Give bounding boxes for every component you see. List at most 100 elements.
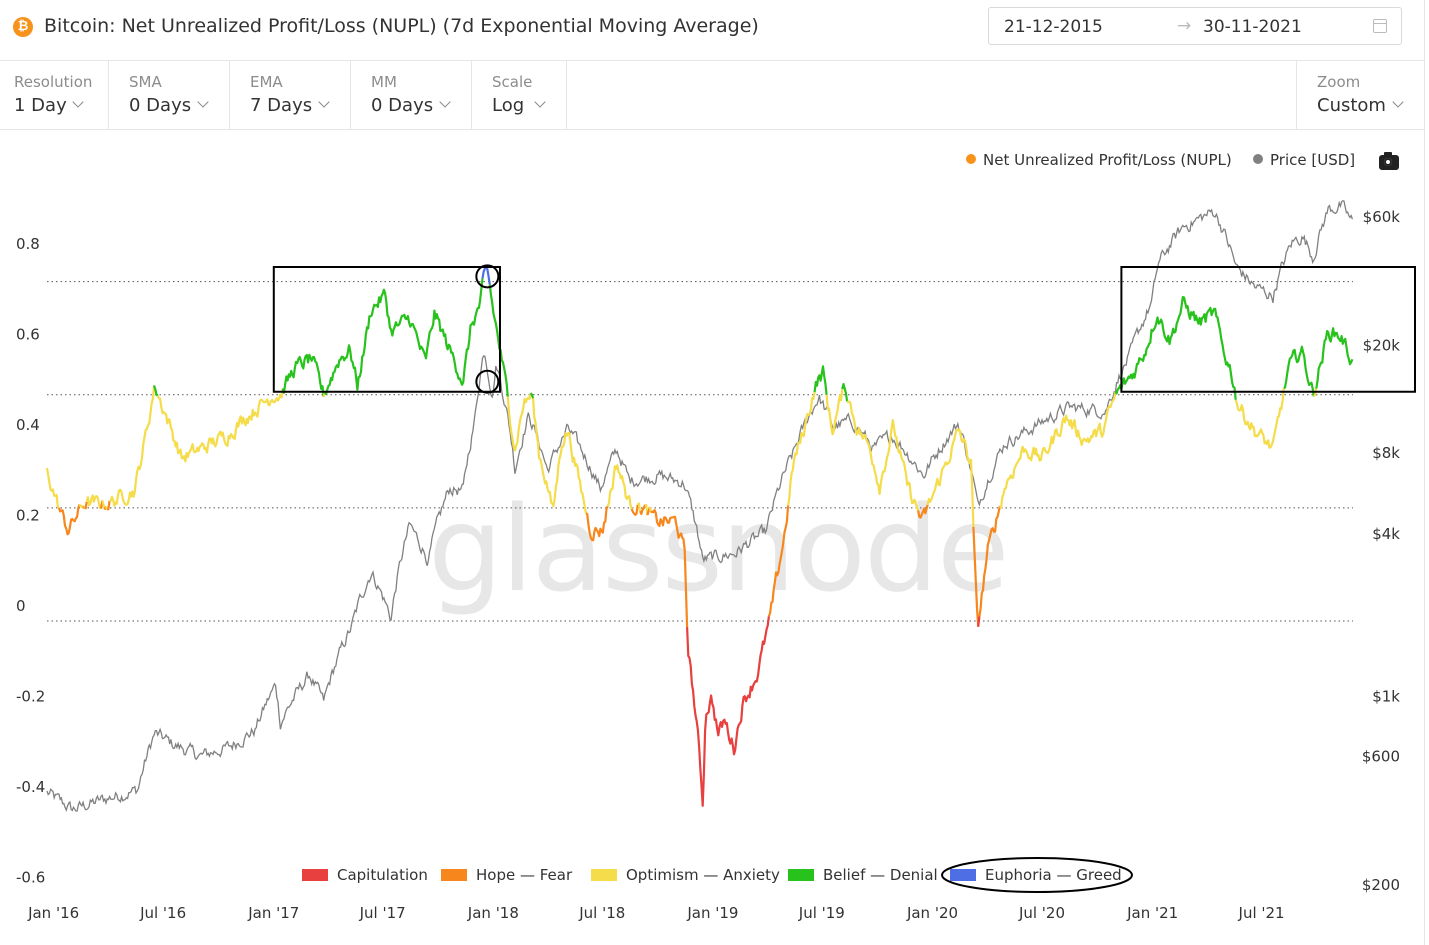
nupl-series-segment: [281, 353, 325, 398]
y-left-tick-label: 0.8: [16, 235, 40, 253]
sma-label: SMA: [129, 73, 162, 91]
y-left-tick-label: 0.6: [16, 326, 40, 344]
x-tick-label: Jan '20: [906, 904, 958, 922]
date-range-picker[interactable]: 21-12-2015 → 30-11-2021: [988, 7, 1402, 45]
nupl-series-segment: [813, 365, 828, 396]
mm-value: 0 Days: [371, 95, 434, 116]
nupl-series-segment: [45, 467, 60, 509]
nupl-series-segment: [1114, 296, 1237, 400]
nupl-series-segment: [630, 504, 639, 516]
y-left-tick-label: -0.4: [16, 778, 45, 796]
camera-icon[interactable]: [1379, 152, 1399, 170]
nupl-series-segment: [977, 616, 981, 627]
zone-legend-label: Euphoria — Greed: [985, 866, 1122, 884]
panel-border: [1424, 0, 1425, 945]
x-tick-label: Jul '21: [1238, 904, 1285, 922]
nupl-series-segment: [85, 494, 102, 510]
nupl-series-segment: [686, 616, 770, 807]
y-left-tick-label: -0.6: [16, 869, 45, 887]
scale-dropdown[interactable]: Scale Log: [472, 61, 567, 129]
date-from-input[interactable]: 21-12-2015: [1004, 17, 1103, 37]
nupl-series-segment: [917, 504, 929, 519]
nupl-series-segment: [650, 509, 689, 628]
nupl-series-segment: [972, 526, 980, 627]
legend-nupl-label: Net Unrealized Profit/Loss (NUPL): [983, 151, 1232, 169]
nupl-series-segment: [84, 501, 88, 510]
nupl-series-segment: [978, 505, 1001, 617]
zoom-label: Zoom: [1317, 73, 1361, 91]
resolution-value: 1 Day: [14, 95, 67, 116]
nupl-series-segment: [109, 385, 156, 507]
nupl-series-segment: [787, 391, 816, 506]
y-right-tick-label: $60k: [1363, 208, 1401, 226]
nupl-series-segment: [767, 505, 790, 617]
resolution-dropdown[interactable]: Resolution 1 Day: [0, 61, 109, 129]
highlight-box: [272, 266, 501, 393]
zone-legend-label: Hope — Fear: [476, 866, 573, 884]
highlight-circle: [475, 369, 500, 394]
zoom-dropdown[interactable]: Zoom Custom: [1296, 61, 1424, 129]
zone-legend-swatch: [788, 869, 814, 881]
glassnode-watermark: glassnode: [428, 480, 1007, 618]
nupl-series-segment: [1313, 388, 1318, 398]
y-right-tick-label: $20k: [1363, 337, 1401, 355]
y-right-tick-label: $4k: [1372, 525, 1400, 543]
ema-label: EMA: [250, 73, 283, 91]
y-right-tick-label: $1k: [1372, 688, 1400, 706]
y-left-tick-label: 0.2: [16, 507, 40, 525]
legend-nupl[interactable]: Net Unrealized Profit/Loss (NUPL): [966, 151, 1232, 169]
nupl-series-segment: [481, 266, 491, 285]
scale-label: Scale: [492, 73, 533, 91]
nupl-series-segment: [1315, 327, 1354, 389]
nupl-series-segment: [506, 392, 532, 452]
zone-legend-label: Belief — Denial: [823, 866, 938, 884]
nupl-series-segment: [57, 504, 81, 536]
mm-dropdown[interactable]: MM 0 Days: [351, 61, 472, 129]
x-tick-label: Jan '21: [1126, 904, 1178, 922]
sma-dropdown[interactable]: SMA 0 Days: [109, 61, 230, 129]
calendar-icon[interactable]: [1373, 19, 1387, 33]
x-tick-label: Jul '16: [139, 904, 186, 922]
zone-legend-swatch: [950, 869, 976, 881]
x-tick-label: Jan '16: [27, 904, 79, 922]
nupl-series-segment: [825, 388, 844, 436]
x-tick-label: Jul '18: [578, 904, 625, 922]
x-tick-label: Jan '19: [686, 904, 738, 922]
highlight-circle: [475, 264, 500, 289]
y-right-tick-label: $600: [1362, 747, 1400, 765]
nupl-series-segment: [1283, 345, 1315, 397]
y-left-tick-label: 0.4: [16, 416, 40, 434]
scale-value: Log: [492, 95, 525, 116]
nupl-series-segment: [106, 500, 111, 511]
x-tick-label: Jan '17: [247, 904, 299, 922]
legend-dot-icon: [1253, 154, 1263, 164]
nupl-series-segment: [1234, 387, 1285, 449]
nupl-series-segment: [532, 398, 588, 514]
mm-label: MM: [371, 73, 397, 91]
ema-dropdown[interactable]: EMA 7 Days: [230, 61, 351, 129]
nupl-series-segment: [488, 284, 509, 397]
zone-legend-swatch: [591, 869, 617, 881]
y-left-tick-label: -0.2: [16, 688, 45, 706]
chart-title: Bitcoin: Net Unrealized Profit/Loss (NUP…: [44, 15, 759, 37]
nupl-series-segment: [644, 503, 649, 516]
resolution-label: Resolution: [14, 73, 93, 91]
legend-dot-icon: [966, 154, 976, 164]
highlight-ellipse: [941, 857, 1133, 893]
bitcoin-icon: ₿: [13, 17, 33, 37]
nupl-series-segment: [841, 383, 849, 402]
nupl-series-segment: [153, 385, 159, 397]
arrow-right-icon: →: [1177, 16, 1192, 36]
header-bar: ₿ Bitcoin: Net Unrealized Profit/Loss (N…: [0, 0, 1424, 61]
sma-value: 0 Days: [129, 95, 192, 116]
nupl-series-segment: [926, 428, 975, 527]
zone-legend-label: Capitulation: [337, 866, 428, 884]
legend-price[interactable]: Price [USD]: [1253, 151, 1355, 169]
zone-legend-label: Optimism — Anxiety: [626, 866, 780, 884]
chart-controls: Resolution 1 Day SMA 0 Days EMA 7 Days M…: [0, 61, 1424, 130]
nupl-series-segment: [529, 392, 535, 399]
nupl-series-segment: [585, 505, 609, 542]
date-to-input[interactable]: 30-11-2021: [1203, 17, 1302, 37]
zone-legend-swatch: [441, 869, 467, 881]
